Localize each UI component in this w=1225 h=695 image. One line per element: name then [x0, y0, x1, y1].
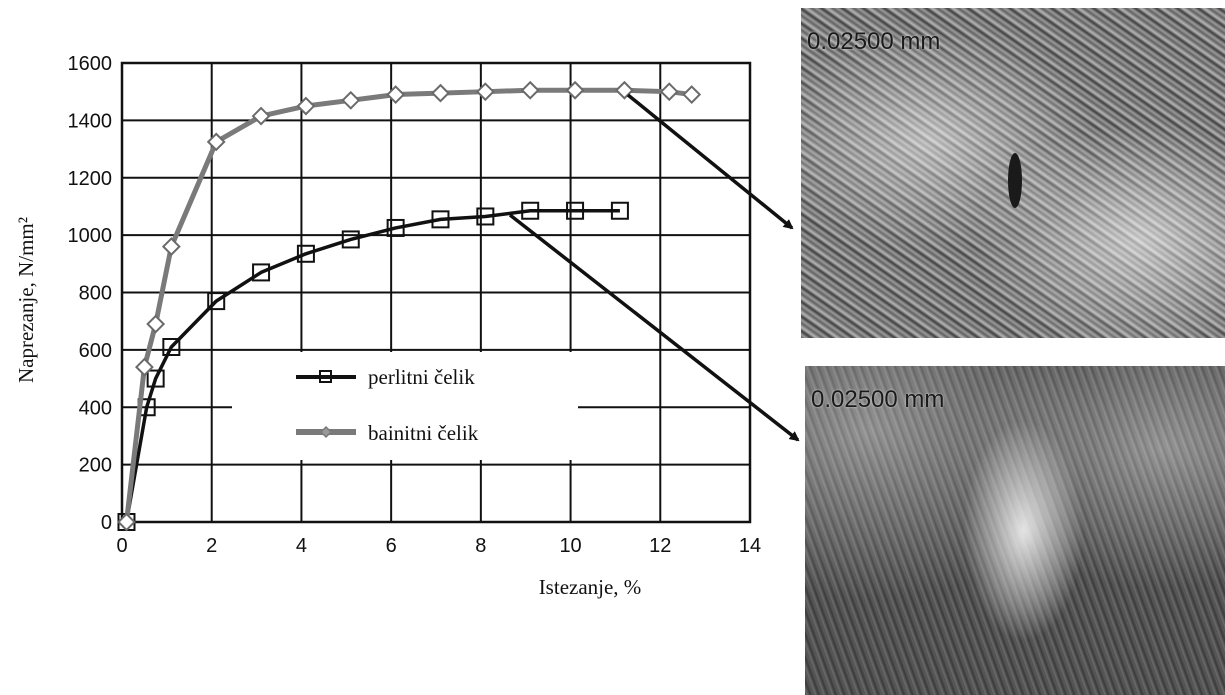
data-point-bainitni	[431, 83, 450, 103]
data-point-bainitni	[161, 237, 181, 257]
x-axis-label: Istezanje, %	[539, 575, 642, 599]
data-point-perlitni	[146, 369, 165, 388]
y-tick-label: 1600	[68, 53, 113, 75]
y-tick-label: 1000	[68, 225, 113, 247]
data-point-bainitni	[475, 82, 495, 102]
data-point-bainitni	[614, 80, 634, 100]
data-point-bainitni	[386, 85, 406, 104]
x-tick-label: 8	[475, 535, 486, 557]
x-tick-label: 6	[386, 535, 397, 557]
scale-label: 0.02500 mm	[811, 386, 945, 413]
stress-strain-chart: 0 2 4 6 8 10 12 14 0 200 400 600 800 1000 1200 1400 1600…	[14, 53, 800, 599]
data-point-bainitni	[682, 85, 702, 104]
y-tick-label: 0	[101, 512, 112, 534]
data-point-perlitni	[566, 201, 585, 220]
data-point-bainitni	[565, 80, 585, 100]
x-tick-label: 12	[649, 535, 671, 557]
x-tick-label: 4	[296, 535, 307, 557]
y-tick-label: 800	[79, 283, 112, 305]
bainite-micrograph: 0.02500 mm	[801, 8, 1225, 338]
plot-frame	[120, 61, 752, 524]
data-point-bainitni	[146, 314, 166, 334]
data-point-perlitni	[252, 263, 271, 282]
inclusion-spot	[1008, 153, 1022, 208]
axes: 0 2 4 6 8 10 12 14 0 200 400 600 800 1000 1200 1400 1600	[68, 53, 762, 557]
series-line-bainitni	[124, 87, 693, 523]
legend-marker-diamond	[319, 425, 333, 439]
data-point-perlitni	[162, 338, 181, 357]
data-point-bainitni	[520, 80, 540, 100]
scale-label: 0.02500 mm	[807, 28, 941, 55]
y-tick-label: 400	[79, 397, 112, 419]
data-point-perlitni	[431, 210, 450, 229]
arrow-to-pearlite-micrograph	[508, 213, 800, 442]
legend-label-perlitni: perlitni čelik	[368, 365, 475, 389]
y-tick-label: 600	[79, 340, 112, 362]
legend-marker-square	[319, 370, 332, 383]
data-point-bainitni	[135, 357, 154, 377]
x-tick-label: 10	[559, 535, 581, 557]
pearlite-micrograph: 0.02500 mm	[805, 366, 1225, 695]
data-point-perlitni	[207, 292, 226, 311]
series-layer	[117, 80, 702, 532]
data-point-perlitni	[521, 201, 540, 220]
y-tick-label: 1200	[68, 168, 113, 190]
data-point-bainitni	[117, 512, 136, 532]
callout-arrows	[508, 93, 800, 442]
data-point-perlitni	[610, 201, 629, 220]
arrow-to-bainite-micrograph	[626, 93, 794, 230]
data-point-bainitni	[341, 90, 361, 110]
data-point-perlitni	[296, 244, 315, 263]
legend-background	[232, 352, 578, 460]
y-tick-label: 200	[79, 455, 112, 477]
data-point-bainitni	[206, 132, 226, 152]
data-point-perlitni	[476, 207, 495, 226]
y-tick-label: 1400	[68, 110, 113, 132]
data-point-bainitni	[251, 106, 271, 126]
data-point-perlitni	[386, 218, 405, 237]
x-tick-label: 14	[739, 535, 761, 557]
legend-label-bainitni: bainitni čelik	[368, 421, 479, 445]
x-tick-label: 2	[206, 535, 217, 557]
x-tick-label: 0	[116, 535, 127, 557]
data-point-perlitni	[341, 230, 360, 249]
data-point-bainitni	[296, 96, 316, 116]
legend: perlitni čelik bainitni čelik	[232, 352, 578, 460]
data-point-bainitni	[659, 82, 679, 102]
y-axis-label: Naprezanje, N/mm²	[14, 217, 38, 383]
